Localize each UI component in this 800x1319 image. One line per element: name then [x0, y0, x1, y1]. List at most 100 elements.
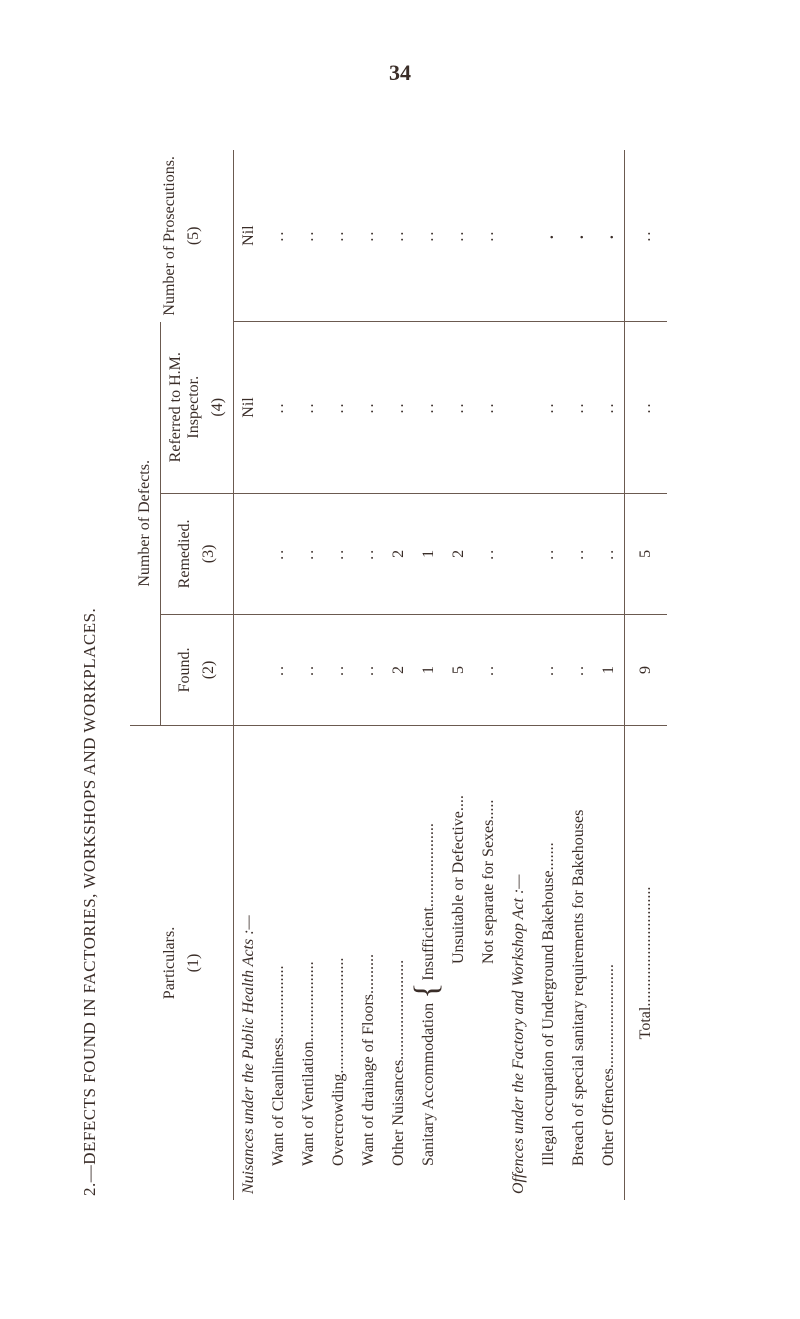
- row-label: Want of Ventilation....................: [300, 961, 318, 1194]
- row-label: Want of drainage of Floors..........: [360, 954, 378, 1194]
- row-label: Insufficient.....................: [420, 823, 438, 980]
- row-want-drain: Want of drainage of Floors..........: [354, 725, 384, 1200]
- row-want-clean: Want of Cleanliness..................: [264, 725, 294, 1200]
- cell-remedied: ..: [294, 493, 324, 614]
- row-label: Breach of special sanitary requirements …: [570, 810, 588, 1194]
- cell-remedied: ..: [594, 493, 625, 614]
- cell-pros: ..: [444, 150, 474, 322]
- cell-remedied: ..: [534, 493, 564, 614]
- cell-found: ..: [354, 614, 384, 725]
- cell-referred: ..: [474, 322, 504, 494]
- row-label: Want of Cleanliness..................: [270, 966, 288, 1194]
- cell-found: ..: [294, 614, 324, 725]
- cell-pros: ..: [384, 150, 414, 322]
- cell-found: 2: [384, 614, 414, 725]
- col-remedied-label: Remedied.: [176, 519, 193, 588]
- col-prosecutions-header: Number of Prosecutions. (5): [130, 150, 234, 322]
- row-overcrowd: Overcrowding............................…: [324, 725, 354, 1200]
- row-label: Illegal occupation of Underground Bakeho…: [540, 842, 558, 1194]
- col-prosecutions-no: (5): [185, 156, 203, 316]
- row-other-off: Other Offences..........................: [594, 725, 625, 1200]
- cell-pros: ..: [324, 150, 354, 322]
- cell-pros: .: [534, 150, 564, 322]
- cell-referred: ..: [414, 322, 444, 494]
- col-group-header: Number of Defects.: [130, 322, 161, 726]
- row-label: Overcrowding............................…: [330, 958, 348, 1194]
- cell-referred: ..: [534, 322, 564, 494]
- row-total: Total..............................: [625, 725, 668, 1200]
- col-particulars-header: Particulars. (1): [130, 725, 234, 1200]
- table-title: 2.—DEFECTS FOUND IN FACTORIES, WORKSHOPS…: [80, 140, 100, 1196]
- cell-remedied: ..: [564, 493, 594, 614]
- cell: [234, 614, 265, 725]
- cell-pros: ..: [474, 150, 504, 322]
- col-remedied-header: Remedied. (3): [161, 493, 234, 614]
- cell-remedied: ..: [324, 493, 354, 614]
- cell: [234, 493, 265, 614]
- row-other-nuis: Other Nuisances.........................: [384, 725, 414, 1200]
- cell-referred-total: ..: [625, 322, 668, 494]
- cell-found: 1: [414, 614, 444, 725]
- row-label: Other Nuisances.........................: [390, 960, 408, 1194]
- cell-referred: ..: [594, 322, 625, 494]
- cell-found: ..: [534, 614, 564, 725]
- section-offences-label: Offences under the Factory and Workshop …: [510, 875, 527, 1195]
- row-sa-insufficient: Sanitary Accommodation{Insufficient.....…: [414, 725, 444, 1200]
- col-found-label: Found.: [176, 648, 193, 693]
- cell-remedied: 2: [384, 493, 414, 614]
- nil-prosecutions: Nil: [234, 150, 265, 322]
- cell-pros: ..: [264, 150, 294, 322]
- row-sa-unsuit: Unsuitable or Defective....: [444, 725, 474, 1200]
- row-want-vent: Want of Ventilation....................: [294, 725, 324, 1200]
- row-illegal: Illegal occupation of Underground Bakeho…: [534, 725, 564, 1200]
- cell-referred: ..: [294, 322, 324, 494]
- section-nuisances-label: Nuisances under the Public Health Acts :…: [240, 915, 257, 1194]
- col-particulars-label: Particulars.: [161, 927, 178, 999]
- col-remedied-no: (3): [200, 500, 218, 608]
- col-found-no: (2): [200, 621, 218, 719]
- cell: [504, 150, 534, 322]
- page: 34 2.—DEFECTS FOUND IN FACTORIES, WORKSH…: [0, 0, 800, 1319]
- cell-referred: ..: [264, 322, 294, 494]
- section-nuisances: Nuisances under the Public Health Acts :…: [234, 725, 265, 1200]
- cell: [504, 614, 534, 725]
- cell-remedied: ..: [474, 493, 504, 614]
- cell-found: ..: [474, 614, 504, 725]
- cell-remedied: ..: [354, 493, 384, 614]
- cell-remedied: 2: [444, 493, 474, 614]
- cell-found: ..: [324, 614, 354, 725]
- row-sanitary-label: Sanitary Accommodation: [420, 1003, 438, 1194]
- col-found-header: Found. (2): [161, 614, 234, 725]
- row-total-label: Total..............................: [637, 887, 654, 1040]
- cell-found: 5: [444, 614, 474, 725]
- cell-remedied-total: 5: [625, 493, 668, 614]
- cell-referred: ..: [384, 322, 414, 494]
- col-referred-no: (4): [209, 328, 227, 487]
- cell-pros: ..: [354, 150, 384, 322]
- cell-referred: ..: [354, 322, 384, 494]
- row-label: Unsuitable or Defective....: [450, 795, 468, 1194]
- cell-remedied: ..: [264, 493, 294, 614]
- row-breach: Breach of special sanitary requirements …: [564, 725, 594, 1200]
- cell-pros: ..: [414, 150, 444, 322]
- row-label: Other Offences..........................: [600, 964, 618, 1194]
- col-referred-header: Referred to H.M. Inspector. (4): [161, 322, 234, 494]
- row-sa-notsep: Not separate for Sexes.....: [474, 725, 504, 1200]
- cell-pros: .: [564, 150, 594, 322]
- cell-referred: ..: [564, 322, 594, 494]
- cell-referred: ..: [444, 322, 474, 494]
- cell-found: ..: [264, 614, 294, 725]
- col-referred-label: Referred to H.M. Inspector.: [167, 352, 202, 462]
- col-prosecutions-label: Number of Prosecutions.: [161, 156, 178, 316]
- cell-pros: .: [594, 150, 625, 322]
- defects-table: Particulars. (1) Number of Defects. Numb…: [130, 150, 667, 1200]
- page-number: 34: [0, 60, 800, 86]
- rotated-content: 2.—DEFECTS FOUND IN FACTORIES, WORKSHOPS…: [80, 140, 720, 1200]
- cell-pros: ..: [294, 150, 324, 322]
- row-label: Not separate for Sexes.....: [480, 800, 498, 1194]
- cell-found: ..: [564, 614, 594, 725]
- cell-found: 1: [594, 614, 625, 725]
- cell-referred: ..: [324, 322, 354, 494]
- cell-found-total: 9: [625, 614, 668, 725]
- col-particulars-no: (1): [185, 732, 203, 1194]
